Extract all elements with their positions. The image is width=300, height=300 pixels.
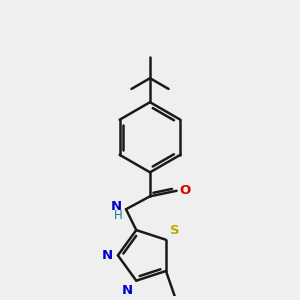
Text: N: N: [102, 249, 113, 262]
Text: N: N: [122, 284, 133, 297]
Text: S: S: [170, 224, 180, 237]
Text: H: H: [114, 208, 122, 222]
Text: N: N: [111, 200, 122, 213]
Text: O: O: [179, 184, 191, 197]
